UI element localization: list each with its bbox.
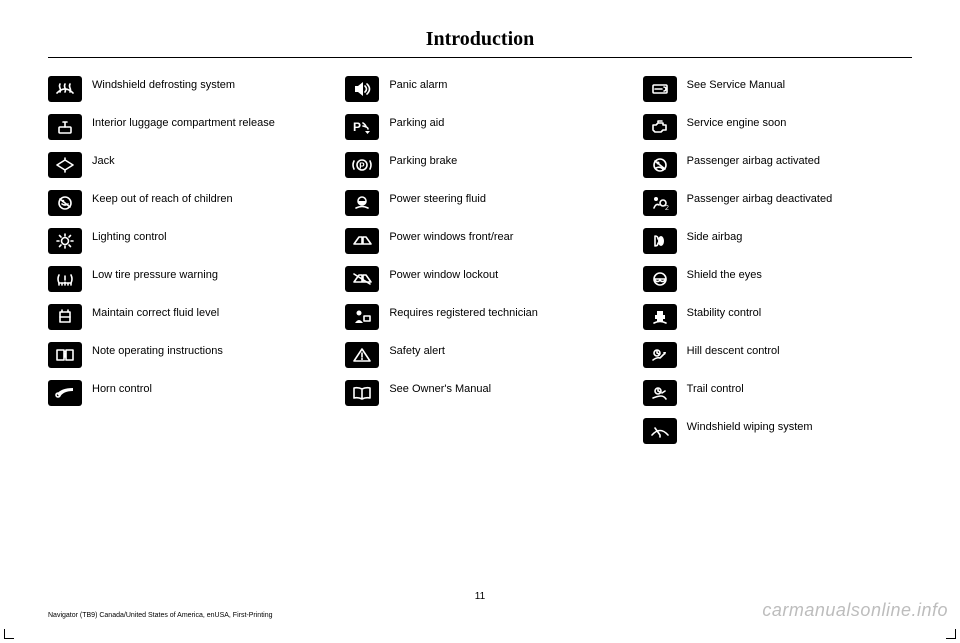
symbol-label: Maintain correct fluid level bbox=[92, 304, 219, 320]
symbol-row: P Parking aid bbox=[345, 114, 614, 140]
symbol-label: Power steering fluid bbox=[389, 190, 486, 206]
symbol-label: Note operating instructions bbox=[92, 342, 223, 358]
airbag-deactivated-icon: 2 bbox=[643, 190, 677, 216]
lighting-control-icon bbox=[48, 228, 82, 254]
symbol-row: Side airbag bbox=[643, 228, 912, 254]
symbol-row: Low tire pressure warning bbox=[48, 266, 317, 292]
symbol-row: Jack bbox=[48, 152, 317, 178]
trail-control-icon bbox=[643, 380, 677, 406]
symbol-row: Windshield defrosting system bbox=[48, 76, 317, 102]
power-steering-fluid-icon bbox=[345, 190, 379, 216]
panic-alarm-icon bbox=[345, 76, 379, 102]
symbol-label: Low tire pressure warning bbox=[92, 266, 218, 282]
symbol-label: Requires registered technician bbox=[389, 304, 538, 320]
title-rule bbox=[48, 57, 912, 58]
symbol-label: Trail control bbox=[687, 380, 744, 396]
safety-alert-icon bbox=[345, 342, 379, 368]
symbol-row: See Service Manual bbox=[643, 76, 912, 102]
symbol-row: Safety alert bbox=[345, 342, 614, 368]
horn-control-icon bbox=[48, 380, 82, 406]
symbol-label: Service engine soon bbox=[687, 114, 787, 130]
windshield-wiping-icon bbox=[643, 418, 677, 444]
symbol-row: Power windows front/rear bbox=[345, 228, 614, 254]
symbol-row: Power window lockout bbox=[345, 266, 614, 292]
symbol-label: Shield the eyes bbox=[687, 266, 762, 282]
watermark: carmanualsonline.info bbox=[762, 600, 948, 621]
column-2: Panic alarm P Parking aid P Parking brake Pow… bbox=[345, 76, 614, 456]
symbol-label: Jack bbox=[92, 152, 115, 168]
symbol-row: Stability control bbox=[643, 304, 912, 330]
symbol-row: Hill descent control bbox=[643, 342, 912, 368]
column-3: See Service Manual Service engine soon Pas… bbox=[643, 76, 912, 456]
low-tire-pressure-icon bbox=[48, 266, 82, 292]
note-instructions-icon bbox=[48, 342, 82, 368]
symbol-row: Passenger airbag activated bbox=[643, 152, 912, 178]
power-window-lockout-icon bbox=[345, 266, 379, 292]
symbol-label: Passenger airbag deactivated bbox=[687, 190, 833, 206]
symbol-row: Windshield wiping system bbox=[643, 418, 912, 444]
cropmark-bl bbox=[4, 629, 14, 639]
symbol-row: Service engine soon bbox=[643, 114, 912, 140]
symbol-columns: Windshield defrosting system Interior lug… bbox=[48, 76, 912, 456]
column-1: Windshield defrosting system Interior lug… bbox=[48, 76, 317, 456]
fluid-level-icon bbox=[48, 304, 82, 330]
shield-eyes-icon bbox=[643, 266, 677, 292]
parking-aid-icon: P bbox=[345, 114, 379, 140]
symbol-row: Horn control bbox=[48, 380, 317, 406]
symbol-label: Passenger airbag activated bbox=[687, 152, 820, 168]
symbol-row: Lighting control bbox=[48, 228, 317, 254]
windshield-defrost-icon bbox=[48, 76, 82, 102]
symbol-label: Hill descent control bbox=[687, 342, 780, 358]
keep-out-children-icon bbox=[48, 190, 82, 216]
service-engine-icon bbox=[643, 114, 677, 140]
service-manual-icon bbox=[643, 76, 677, 102]
registered-technician-icon bbox=[345, 304, 379, 330]
symbol-row: Trail control bbox=[643, 380, 912, 406]
airbag-activated-icon bbox=[643, 152, 677, 178]
symbol-label: Safety alert bbox=[389, 342, 445, 358]
symbol-row: See Owner's Manual bbox=[345, 380, 614, 406]
symbol-row: Shield the eyes bbox=[643, 266, 912, 292]
symbol-row: Keep out of reach of children bbox=[48, 190, 317, 216]
parking-brake-icon: P bbox=[345, 152, 379, 178]
symbol-row: Requires registered technician bbox=[345, 304, 614, 330]
symbol-label: Power window lockout bbox=[389, 266, 498, 282]
symbol-label: Lighting control bbox=[92, 228, 167, 244]
side-airbag-icon bbox=[643, 228, 677, 254]
symbol-label: Parking brake bbox=[389, 152, 457, 168]
power-windows-icon bbox=[345, 228, 379, 254]
svg-text:P: P bbox=[353, 120, 361, 134]
symbol-row: Panic alarm bbox=[345, 76, 614, 102]
symbol-row: P Parking brake bbox=[345, 152, 614, 178]
symbol-row: Interior luggage compartment release bbox=[48, 114, 317, 140]
symbol-label: Power windows front/rear bbox=[389, 228, 513, 244]
symbol-label: Side airbag bbox=[687, 228, 743, 244]
symbol-label: Windshield wiping system bbox=[687, 418, 813, 434]
hill-descent-icon bbox=[643, 342, 677, 368]
symbol-label: Windshield defrosting system bbox=[92, 76, 235, 92]
svg-text:2: 2 bbox=[665, 205, 669, 212]
symbol-label: Panic alarm bbox=[389, 76, 447, 92]
symbol-label: Keep out of reach of children bbox=[92, 190, 233, 206]
symbol-label: Interior luggage compartment release bbox=[92, 114, 275, 130]
symbol-label: See Service Manual bbox=[687, 76, 785, 92]
symbol-row: Power steering fluid bbox=[345, 190, 614, 216]
symbol-label: Horn control bbox=[92, 380, 152, 396]
symbol-label: See Owner's Manual bbox=[389, 380, 491, 396]
symbol-row: Maintain correct fluid level bbox=[48, 304, 317, 330]
page-title: Introduction bbox=[48, 28, 912, 51]
owners-manual-icon bbox=[345, 380, 379, 406]
symbol-row: 2 Passenger airbag deactivated bbox=[643, 190, 912, 216]
cropmark-br bbox=[946, 629, 956, 639]
symbol-label: Stability control bbox=[687, 304, 762, 320]
luggage-release-icon bbox=[48, 114, 82, 140]
stability-control-icon bbox=[643, 304, 677, 330]
svg-text:P: P bbox=[360, 162, 366, 171]
jack-icon bbox=[48, 152, 82, 178]
symbol-label: Parking aid bbox=[389, 114, 444, 130]
symbol-row: Note operating instructions bbox=[48, 342, 317, 368]
